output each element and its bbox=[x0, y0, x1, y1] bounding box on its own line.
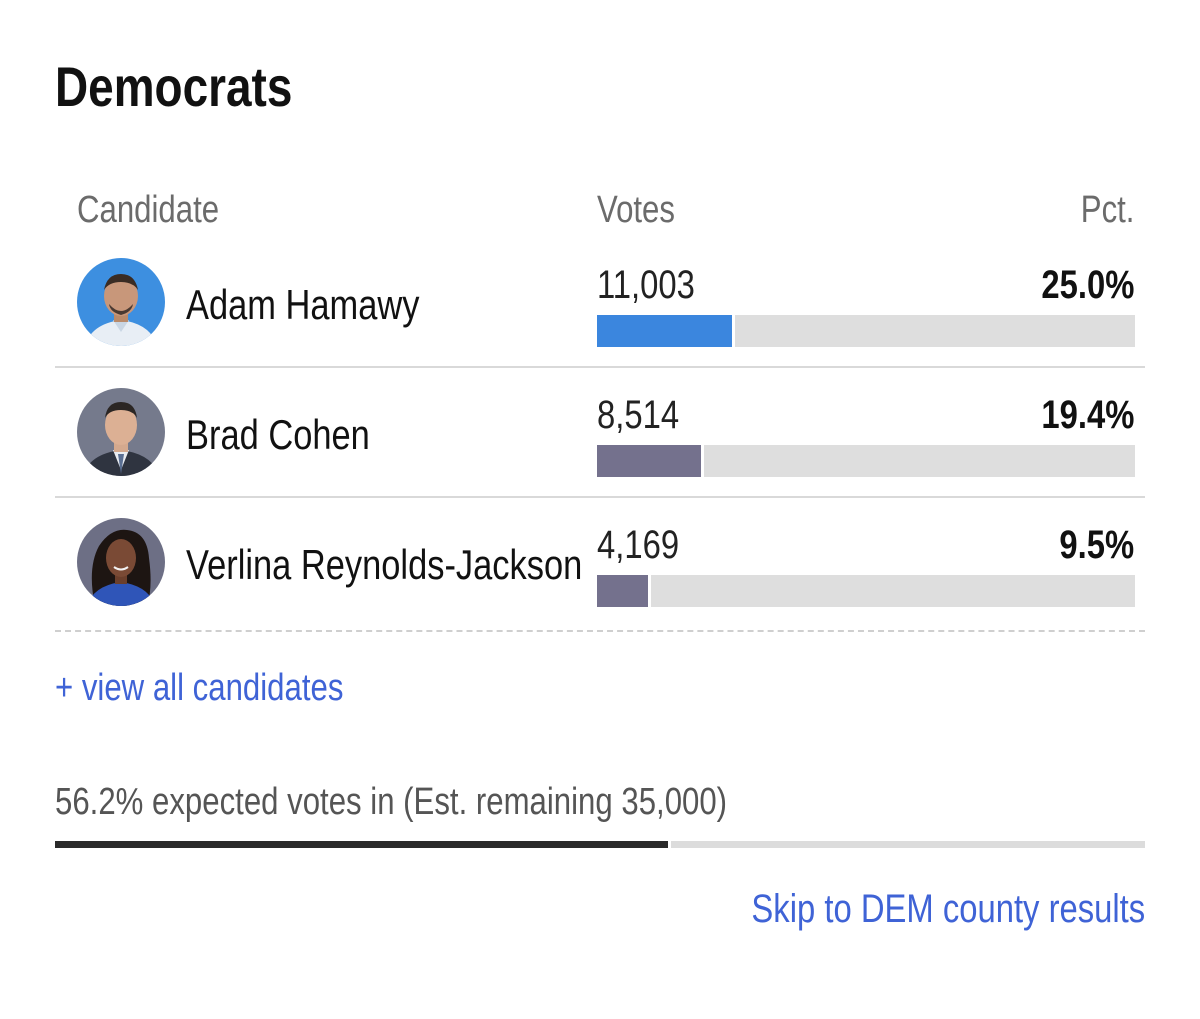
view-all-candidates-text[interactable]: + view all candidates bbox=[55, 667, 344, 709]
header-pct: Pct. bbox=[1069, 185, 1134, 235]
candidate-name: Verlina Reynolds-Jackson bbox=[186, 539, 669, 591]
candidate-name-text: Adam Hamawy bbox=[186, 281, 420, 328]
vote-share-bar bbox=[597, 445, 1135, 477]
skip-to-county-results-text[interactable]: Skip to DEM county results bbox=[751, 887, 1145, 931]
person-photo-icon bbox=[77, 388, 165, 476]
candidate-name: Brad Cohen bbox=[186, 409, 410, 461]
section-title-text: Democrats bbox=[55, 55, 293, 118]
header-pct-label: Pct. bbox=[1080, 189, 1134, 231]
expected-votes-progress bbox=[55, 841, 1145, 848]
vote-percent-text: 19.4% bbox=[1040, 393, 1134, 437]
skip-to-county-results-link[interactable]: Skip to DEM county results bbox=[665, 883, 1145, 935]
view-all-candidates-link[interactable]: + view all candidates bbox=[55, 663, 407, 713]
vote-percent: 9.5% bbox=[1043, 521, 1134, 569]
candidate-name-text: Verlina Reynolds-Jackson bbox=[186, 541, 583, 588]
vote-percent-text: 9.5% bbox=[1059, 523, 1134, 567]
vote-count: 8,514 bbox=[597, 391, 697, 439]
vote-percent: 19.4% bbox=[1021, 391, 1134, 439]
vote-count-text: 8,514 bbox=[597, 393, 680, 437]
expected-votes-text: 56.2% expected votes in (Est. remaining … bbox=[55, 781, 728, 823]
section-title: Democrats bbox=[55, 52, 344, 122]
header-votes: Votes bbox=[597, 185, 692, 235]
header-votes-label: Votes bbox=[597, 189, 675, 231]
candidate-row: Adam Hamawy 11,003 25.0% bbox=[55, 238, 1145, 368]
table-bottom-divider bbox=[55, 630, 1145, 632]
header-candidate-label: Candidate bbox=[77, 189, 220, 231]
row-divider bbox=[55, 496, 1145, 498]
avatar-adam-hamawy bbox=[77, 258, 165, 346]
vote-share-fill bbox=[597, 575, 652, 607]
avatar-verlina-reynolds-jackson bbox=[77, 518, 165, 606]
row-divider bbox=[55, 366, 1145, 368]
vote-share-fill bbox=[597, 445, 705, 477]
vote-count: 11,003 bbox=[597, 261, 716, 309]
expected-votes-status: 56.2% expected votes in (Est. remaining … bbox=[55, 777, 875, 827]
header-candidate: Candidate bbox=[77, 185, 250, 235]
vote-count-text: 11,003 bbox=[597, 263, 695, 307]
vote-share-fill bbox=[597, 315, 735, 347]
vote-count: 4,169 bbox=[597, 521, 697, 569]
person-photo-icon bbox=[77, 518, 165, 606]
vote-percent: 25.0% bbox=[1021, 261, 1134, 309]
vote-count-text: 4,169 bbox=[597, 523, 680, 567]
candidate-name: Adam Hamawy bbox=[186, 279, 471, 331]
candidate-row: Verlina Reynolds-Jackson 4,169 9.5% bbox=[55, 498, 1145, 628]
candidate-row: Brad Cohen 8,514 19.4% bbox=[55, 368, 1145, 498]
expected-votes-progress-fill bbox=[55, 841, 671, 848]
candidate-name-text: Brad Cohen bbox=[186, 411, 370, 458]
vote-percent-text: 25.0% bbox=[1040, 263, 1134, 307]
vote-share-bar bbox=[597, 575, 1135, 607]
person-photo-icon bbox=[77, 258, 165, 346]
vote-share-bar bbox=[597, 315, 1135, 347]
avatar-brad-cohen bbox=[77, 388, 165, 476]
